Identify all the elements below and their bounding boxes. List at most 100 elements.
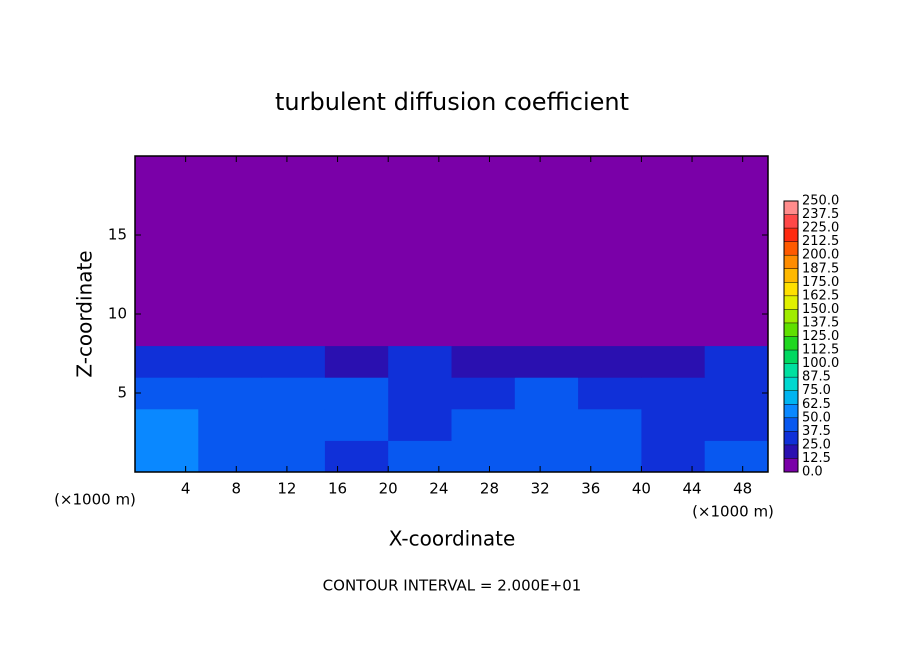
field-cell [641,440,706,473]
colorbar-label: 187.5 [802,261,839,276]
chart-title: turbulent diffusion coefficient [275,88,629,116]
x-tick-label: 32 [531,480,550,498]
colorbar-label: 237.5 [802,207,839,222]
field-cell [451,408,516,441]
field-cell [324,377,389,410]
field-cell [198,156,263,347]
colorbar-label: 200.0 [802,248,839,263]
colorbar-label: 150.0 [802,302,839,317]
x-tick-label: 48 [733,480,752,498]
colorbar-swatch [784,377,798,391]
x-tick-label: 44 [682,480,701,498]
x-unit: (×1000 m) [692,503,774,521]
field-cell [641,156,706,347]
field-cell [514,377,579,410]
colorbar-label: 250.0 [802,194,839,209]
field-cell [514,440,579,473]
x-tick-label: 4 [181,480,191,498]
field-cell [324,156,389,347]
field-cell [451,345,516,378]
x-tick-label: 12 [277,480,296,498]
colorbar-label: 62.5 [802,397,831,412]
field-cell [261,345,326,378]
colorbar-swatch [784,309,798,323]
x-tick-label: 36 [581,480,600,498]
field-cell [578,408,642,441]
field-cell [135,345,199,378]
field-cell [641,408,706,441]
colorbar-label: 50.0 [802,410,831,425]
field-cell [198,377,263,410]
colorbar-swatch [784,444,798,459]
colorbar-label: 12.5 [802,451,831,466]
x-tick-label: 16 [328,480,347,498]
field-cell [135,156,199,347]
field-cell [388,440,452,473]
colorbar-swatch [784,390,798,405]
x-unit: (×1000 m) [54,491,136,509]
y-axis-label: Z-coordinate [73,250,97,377]
colorbar-label: 162.5 [802,288,839,303]
field-cell [388,156,452,347]
colorbar-label: 25.0 [802,437,831,452]
field-cell [704,156,769,347]
y-tick-label: 5 [117,384,127,402]
colorbar-swatch [784,241,798,256]
field-cell [641,345,706,378]
field-cell [578,440,642,473]
colorbar-label: 175.0 [802,275,839,290]
y-tick-label: 15 [108,226,127,244]
field-cell [514,156,579,347]
colorbar-label: 212.5 [802,234,839,249]
field-cell [388,377,452,410]
field-cell [198,345,263,378]
field-cell [514,408,579,441]
colorbar-swatch [784,336,798,351]
colorbar-label: 112.5 [802,343,839,358]
colorbar-swatch [784,282,798,296]
field-cell [388,408,452,441]
field-cell [704,408,769,441]
colorbar-swatch [784,431,798,445]
x-axis-label: X-coordinate [389,527,516,551]
field-cell [324,408,389,441]
field-cell [388,345,452,378]
colorbar-swatch [784,404,798,418]
colorbar-label: 225.0 [802,221,839,236]
field-cell [704,377,769,410]
field-cell [451,156,516,347]
x-tick-label: 28 [480,480,499,498]
colorbar-label: 0.0 [802,465,823,480]
x-tick-label: 40 [632,480,651,498]
colorbar-swatch [784,458,798,472]
colorbar-swatch [784,228,798,242]
field-cell [704,345,769,378]
field-cell [578,377,642,410]
field-cell [641,377,706,410]
x-tick-label: 20 [379,480,398,498]
field-cell [135,377,199,410]
colorbar-swatch [784,255,798,269]
field-cell [261,377,326,410]
colorbar-label: 125.0 [802,329,839,344]
field-cell [261,408,326,441]
field-cell [324,345,389,378]
colorbar-label: 75.0 [802,383,831,398]
x-tick-label: 8 [232,480,242,498]
colorbar-swatch [784,268,798,283]
field-cell [261,440,326,473]
field-cell [451,440,516,473]
field-cell [135,440,199,473]
colorbar-swatch [784,350,798,364]
field-cell [198,408,263,441]
field-cell [578,156,642,347]
field-cell [135,408,199,441]
field-cell [261,156,326,347]
x-tick-label: 24 [429,480,448,498]
colorbar-swatch [784,417,798,432]
field-cell [578,345,642,378]
field-cell [704,440,769,473]
field-cell [198,440,263,473]
colorbar-swatch [784,363,798,378]
